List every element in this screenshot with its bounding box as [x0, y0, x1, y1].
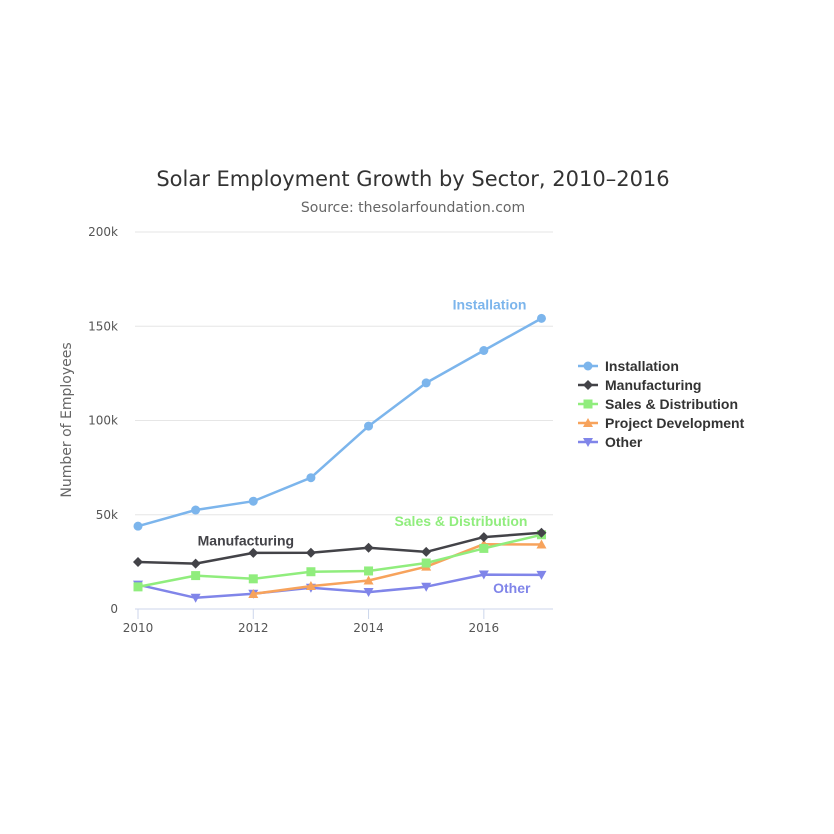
x-axis: 2010 2012 2014 2016: [123, 608, 553, 635]
x-tick-label: 2012: [238, 621, 269, 635]
data-point[interactable]: [306, 473, 316, 483]
legend-item[interactable]: Manufacturing: [578, 377, 701, 393]
legend-label: Sales & Distribution: [605, 396, 738, 412]
data-point[interactable]: [421, 546, 432, 557]
data-point[interactable]: [536, 570, 547, 580]
y-tick-label: 150k: [88, 319, 118, 333]
data-point[interactable]: [536, 527, 547, 538]
data-point[interactable]: [305, 547, 316, 558]
y-tick-label: 100k: [88, 414, 118, 428]
data-point[interactable]: [479, 543, 489, 553]
data-point[interactable]: [363, 588, 374, 598]
x-tick-label: 2010: [123, 621, 154, 635]
legend-marker[interactable]: [583, 361, 593, 371]
data-point[interactable]: [191, 505, 201, 515]
series-line: [136, 317, 543, 528]
gridlines: [135, 231, 553, 516]
data-point[interactable]: [190, 558, 201, 569]
data-point[interactable]: [248, 547, 259, 558]
y-tick-label: 50k: [96, 508, 118, 522]
legend-marker[interactable]: [583, 399, 593, 409]
series-project-development: [248, 539, 547, 598]
legend-marker[interactable]: [583, 418, 593, 427]
series-label: Installation: [453, 296, 527, 312]
data-point[interactable]: [248, 574, 258, 584]
series-layer: [133, 313, 547, 603]
data-point[interactable]: [421, 558, 431, 568]
legend-item[interactable]: Other: [578, 434, 643, 450]
y-tick-label: 200k: [88, 225, 118, 239]
chart-title: Solar Employment Growth by Sector, 2010–…: [156, 167, 669, 191]
y-axis-title: Number of Employees: [59, 342, 75, 497]
data-point[interactable]: [190, 593, 201, 603]
legend-item[interactable]: Installation: [578, 358, 679, 374]
legend: Installation Manufacturing Sales & Distrib…: [578, 358, 745, 450]
legend-label: Project Development: [605, 415, 745, 431]
data-point[interactable]: [133, 582, 143, 592]
data-point[interactable]: [421, 582, 432, 592]
data-point[interactable]: [364, 566, 374, 576]
data-point[interactable]: [536, 539, 547, 549]
series-label: Manufacturing: [198, 533, 294, 549]
data-point[interactable]: [305, 581, 316, 591]
y-tick-label: 0: [110, 602, 118, 616]
data-point[interactable]: [363, 542, 374, 553]
data-point[interactable]: [479, 346, 489, 356]
legend-item[interactable]: Sales & Distribution: [578, 396, 738, 412]
legend-marker[interactable]: [583, 380, 593, 390]
data-point[interactable]: [133, 557, 143, 568]
data-point[interactable]: [364, 421, 374, 431]
data-point[interactable]: [536, 313, 546, 323]
data-point[interactable]: [363, 575, 374, 585]
series-line: [136, 531, 543, 565]
series-label: Sales & Distribution: [394, 513, 527, 529]
legend-item[interactable]: Project Development: [578, 415, 745, 431]
series-installation: [133, 313, 546, 531]
data-point[interactable]: [191, 571, 201, 581]
data-point[interactable]: [478, 570, 489, 580]
legend-label: Installation: [605, 358, 679, 374]
series-line: [252, 542, 543, 596]
data-point[interactable]: [248, 496, 258, 506]
legend-marker[interactable]: [583, 438, 593, 447]
data-point[interactable]: [248, 588, 259, 598]
legend-label: Other: [605, 434, 643, 450]
series-labels: Installation Manufacturing Sales & Distrib…: [198, 296, 531, 595]
chart-subtitle: Source: thesolarfoundation.com: [301, 200, 525, 216]
series-line: [136, 533, 543, 589]
legend-label: Manufacturing: [605, 377, 701, 393]
series-line: [136, 573, 543, 600]
data-point[interactable]: [421, 378, 431, 388]
series-label: Other: [493, 580, 531, 596]
data-point[interactable]: [133, 521, 143, 531]
series-manufacturing: [133, 527, 547, 569]
data-point[interactable]: [478, 532, 489, 543]
data-point[interactable]: [306, 567, 316, 577]
y-axis-ticks: 0 50k 100k 150k 200k: [88, 225, 118, 616]
x-tick-label: 2016: [469, 621, 500, 635]
x-tick-label: 2014: [353, 621, 384, 635]
